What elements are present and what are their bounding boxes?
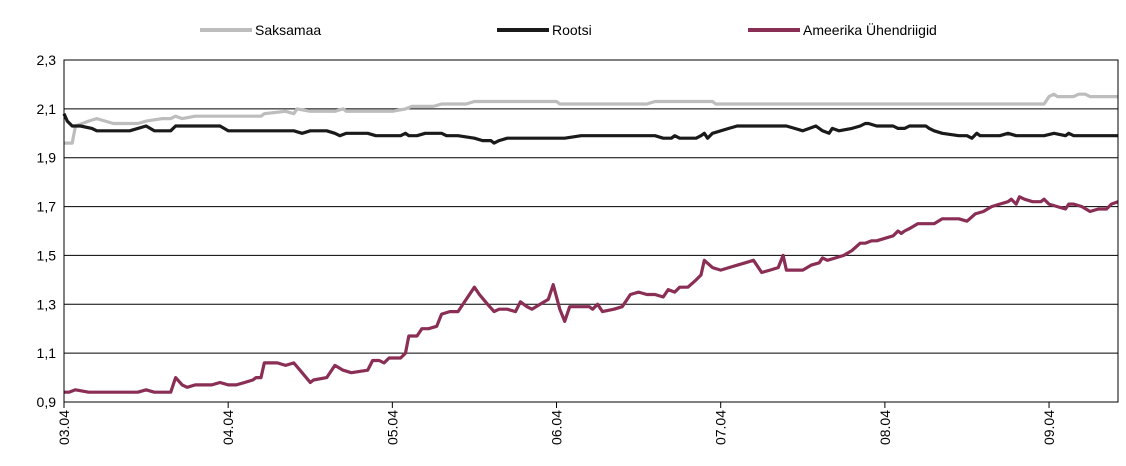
series-line: [64, 92, 1118, 145]
x-tick-label: 08.04: [877, 410, 893, 445]
gridlines: [64, 59, 1118, 403]
legend-label: Rootsi: [552, 22, 592, 38]
y-tick-label: 1,7: [37, 199, 57, 215]
series-lines: [62, 92, 1119, 394]
x-tick-label: 05.04: [384, 410, 400, 445]
x-tick-label: 09.04: [1041, 410, 1057, 445]
y-tick-label: 1,9: [37, 150, 57, 166]
x-tick-label: 07.04: [713, 410, 729, 445]
series-line: [64, 195, 1119, 394]
y-axis: 0,9 1,1 1,3 1,5 1,7 1,9 2,1 2,3: [37, 52, 57, 410]
y-tick-label: 0,9: [37, 394, 57, 410]
y-tick-label: 2,3: [37, 52, 57, 68]
x-tick-label: 03.04: [56, 410, 72, 445]
series-line: [62, 113, 1118, 145]
legend: Saksamaa Rootsi Ameerika Ühendriigid: [200, 21, 937, 38]
x-tick-label: 06.04: [549, 410, 565, 445]
y-tick-label: 1,5: [37, 247, 57, 263]
y-tick-label: 1,1: [37, 345, 57, 361]
y-tick-label: 1,3: [37, 296, 57, 312]
plot-frame: [63, 59, 1119, 403]
y-tick-label: 2,1: [37, 101, 57, 117]
x-tick-label: 04.04: [220, 410, 236, 445]
legend-label: Ameerika Ühendriigid: [803, 21, 937, 38]
legend-label: Saksamaa: [255, 22, 321, 38]
x-axis: 03.04 04.04 05.04 06.04 07.04 08.04 09.04: [56, 402, 1057, 445]
